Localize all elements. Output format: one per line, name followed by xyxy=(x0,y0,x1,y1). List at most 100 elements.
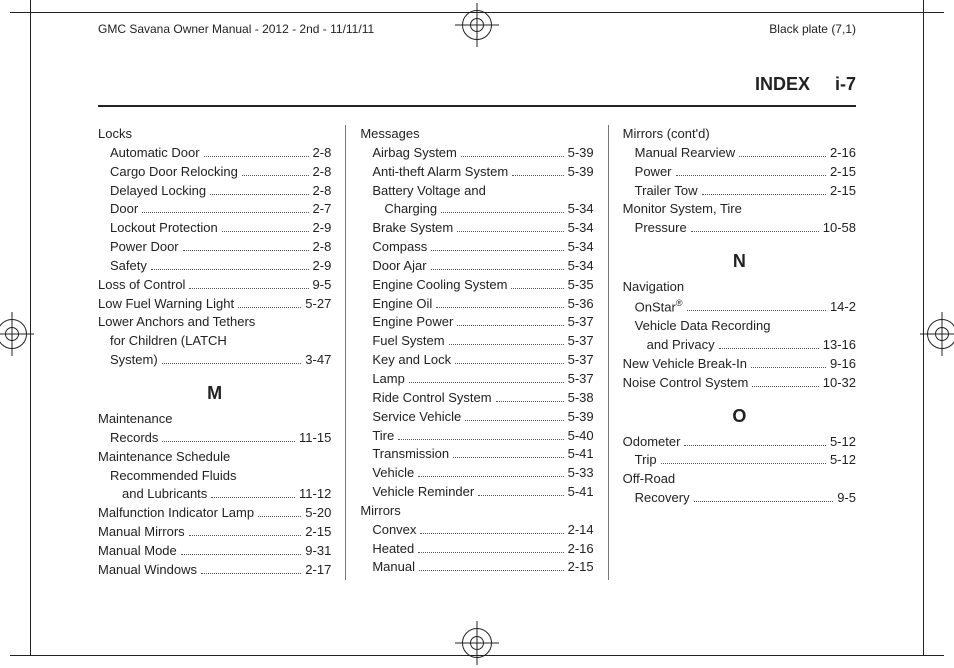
entry-page: 5-37 xyxy=(568,332,594,351)
leader-dots xyxy=(676,175,826,176)
index-entry: Manual Mirrors 2-15 xyxy=(98,523,331,542)
entry-page: 5-34 xyxy=(568,238,594,257)
index-entry: Lower Anchors and Tethers xyxy=(98,313,331,332)
leader-dots xyxy=(162,363,302,364)
index-entry: Ride Control System 5-38 xyxy=(360,389,593,408)
entry-label: New Vehicle Break-In xyxy=(623,355,747,374)
index-entry: Transmission5-41 xyxy=(360,445,593,464)
index-entry: Anti-theft Alarm System5-39 xyxy=(360,163,593,182)
entry-page: 5-34 xyxy=(568,219,594,238)
index-entry: Heated2-16 xyxy=(360,540,593,559)
entry-page: 2-8 xyxy=(313,238,332,257)
entry-label: Manual Windows xyxy=(98,561,197,580)
entry-page: 2-15 xyxy=(830,163,856,182)
entry-label: Anti-theft Alarm System xyxy=(372,163,508,182)
crop-mark xyxy=(923,0,924,14)
leader-dots xyxy=(420,533,563,534)
crop-mark xyxy=(924,655,944,656)
entry-label: Mirrors xyxy=(360,502,400,521)
entry-label: Ride Control System xyxy=(372,389,491,408)
index-entry: Lockout Protection2-9 xyxy=(98,219,331,238)
entry-label: Records xyxy=(110,429,158,448)
entry-label: OnStar® xyxy=(635,297,683,317)
entry-label: Automatic Door xyxy=(110,144,200,163)
leader-dots xyxy=(457,325,563,326)
leader-dots xyxy=(418,476,563,477)
leader-dots xyxy=(418,552,563,553)
leader-dots xyxy=(222,231,309,232)
entry-page: 2-15 xyxy=(305,523,331,542)
index-entry: Mirrors (cont'd) xyxy=(623,125,856,144)
entry-page: 5-27 xyxy=(305,295,331,314)
entry-page: 9-5 xyxy=(313,276,332,295)
leader-dots xyxy=(739,156,826,157)
entry-page: 2-15 xyxy=(568,558,594,577)
index-entry: Convex2-14 xyxy=(360,521,593,540)
index-entry: Recovery 9-5 xyxy=(623,489,856,508)
entry-label: Manual Rearview xyxy=(635,144,735,163)
crop-mark xyxy=(30,0,31,14)
index-columns: LocksAutomatic Door2-8Cargo Door Relocki… xyxy=(98,125,856,580)
entry-page: 2-15 xyxy=(830,182,856,201)
entry-label: Tire xyxy=(372,427,394,446)
leader-dots xyxy=(142,212,308,213)
entry-label: Battery Voltage and xyxy=(372,182,485,201)
entry-label: Navigation xyxy=(623,278,684,297)
entry-label: Door xyxy=(110,200,138,219)
entry-label: Loss of Control xyxy=(98,276,185,295)
index-entry: for Children (LATCH xyxy=(98,332,331,351)
entry-page: 5-38 xyxy=(568,389,594,408)
entry-label: Maintenance Schedule xyxy=(98,448,230,467)
entry-page: 2-8 xyxy=(313,182,332,201)
entry-label: and Privacy xyxy=(647,336,715,355)
index-entry: Vehicle Reminder5-41 xyxy=(360,483,593,502)
index-entry: Low Fuel Warning Light 5-27 xyxy=(98,295,331,314)
index-entry: Manual Mode9-31 xyxy=(98,542,331,561)
leader-dots xyxy=(189,535,302,536)
entry-label: Manual Mirrors xyxy=(98,523,185,542)
entry-label: and Lubricants xyxy=(122,485,207,504)
leader-dots xyxy=(431,269,564,270)
page-number: i-7 xyxy=(835,74,856,94)
entry-page: 9-5 xyxy=(837,489,856,508)
entry-page: 2-9 xyxy=(313,257,332,276)
index-entry: Off-Road xyxy=(623,470,856,489)
entry-label: Engine Oil xyxy=(372,295,432,314)
entry-label: Manual xyxy=(372,558,415,577)
entry-label: Maintenance xyxy=(98,410,172,429)
entry-label: Messages xyxy=(360,125,419,144)
index-column: MessagesAirbag System5-39Anti-theft Alar… xyxy=(345,125,607,580)
leader-dots xyxy=(151,269,309,270)
entry-label: Malfunction Indicator Lamp xyxy=(98,504,254,523)
entry-label: Vehicle Reminder xyxy=(372,483,474,502)
section-letter: N xyxy=(623,248,856,274)
index-entry: Compass5-34 xyxy=(360,238,593,257)
index-entry: OnStar®14-2 xyxy=(623,297,856,317)
leader-dots xyxy=(752,386,818,387)
entry-page: 5-39 xyxy=(568,408,594,427)
entry-page: 2-16 xyxy=(830,144,856,163)
entry-label: Recovery xyxy=(635,489,690,508)
crop-mark xyxy=(924,12,944,13)
entry-page: 5-34 xyxy=(568,257,594,276)
section-name: INDEX xyxy=(755,74,810,94)
leader-dots xyxy=(496,401,564,402)
leader-dots xyxy=(719,348,819,349)
entry-label: Airbag System xyxy=(372,144,457,163)
entry-page: 5-39 xyxy=(568,144,594,163)
entry-label: Low Fuel Warning Light xyxy=(98,295,234,314)
crop-mark xyxy=(10,655,30,656)
leader-dots xyxy=(694,501,834,502)
index-entry: Messages xyxy=(360,125,593,144)
index-entry: Cargo Door Relocking2-8 xyxy=(98,163,331,182)
index-entry: Vehicle Data Recording xyxy=(623,317,856,336)
index-entry: Battery Voltage and xyxy=(360,182,593,201)
leader-dots xyxy=(419,570,564,571)
index-entry: Fuel System5-37 xyxy=(360,332,593,351)
entry-page: 13-16 xyxy=(823,336,856,355)
index-entry: Engine Cooling System5-35 xyxy=(360,276,593,295)
leader-dots xyxy=(455,363,564,364)
page-header: INDEX i-7 xyxy=(98,74,856,107)
leader-dots xyxy=(661,463,826,464)
crop-mark xyxy=(10,12,30,13)
